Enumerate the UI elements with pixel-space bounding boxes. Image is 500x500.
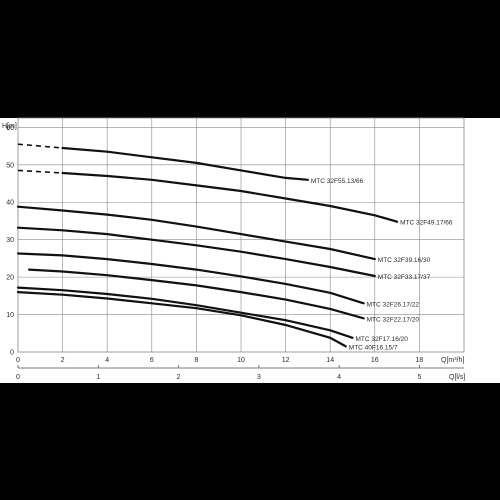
- series-dashed-extension: [17, 143, 63, 149]
- series-line: [61, 171, 399, 223]
- x-tick-label: 12: [282, 357, 290, 364]
- y-tick-label: 0: [10, 350, 14, 357]
- x2-tick-label: 0: [16, 374, 20, 381]
- series-label: MTC 32F22.17/20: [367, 316, 420, 323]
- series-lines: [16, 143, 399, 348]
- series-dashed-extension: [17, 169, 63, 174]
- y-tick-label: 30: [6, 237, 14, 244]
- series-label: MTC 32F26.17/22: [367, 301, 420, 308]
- series-label: MTC 32F55.13/66: [311, 178, 364, 185]
- y-tick-label: 20: [6, 275, 14, 282]
- y-axis-label: H[m]: [2, 123, 17, 130]
- x-tick-label: 4: [105, 357, 109, 364]
- x2-tick-label: 3: [257, 374, 261, 381]
- x-tick-label: 16: [371, 357, 379, 364]
- series-label: MTC 32F17.16/20: [356, 336, 409, 343]
- y-tick-label: 60: [6, 125, 14, 132]
- series-line: [16, 226, 376, 278]
- chart-background: [0, 118, 500, 383]
- series-line: [16, 286, 354, 339]
- x-tick-label: 14: [326, 357, 334, 364]
- x-tick-label: 2: [61, 357, 65, 364]
- y-tick-label: 40: [6, 200, 14, 207]
- series-line: [16, 205, 376, 261]
- x2-axis-label: Q[l/s]: [449, 374, 465, 381]
- series-label: MTC 32F49.17/66: [400, 220, 453, 227]
- series-line: [61, 146, 309, 181]
- x-tick-label: 0: [16, 357, 20, 364]
- series-line: [28, 268, 365, 320]
- x2-tick-label: 5: [417, 374, 421, 381]
- series-line: [16, 291, 347, 348]
- y-tick-label: 10: [6, 312, 14, 319]
- x2-tick-label: 4: [337, 374, 341, 381]
- x-tick-label: 10: [237, 357, 245, 364]
- x2-tick-label: 1: [96, 374, 100, 381]
- series-label: MTC 32F33.17/37: [378, 274, 431, 281]
- x-axis-label: Q[m³/h]: [441, 357, 464, 364]
- grid: [17, 117, 465, 353]
- series-label: MTC 32F39.16/30: [378, 257, 431, 264]
- series-labels: MTC 32F55.13/66 MTC 32F49.17/66 MTC 32F39.…: [311, 178, 453, 352]
- x-tick-label: 18: [416, 357, 424, 364]
- y-tick-label: 50: [6, 162, 14, 169]
- x-tick-label: 6: [150, 357, 154, 364]
- x2-tick-label: 2: [177, 374, 181, 381]
- x-tick-label: 8: [194, 357, 198, 364]
- series-line: [16, 252, 365, 305]
- series-label: MTC 40F16.15/7: [349, 344, 398, 351]
